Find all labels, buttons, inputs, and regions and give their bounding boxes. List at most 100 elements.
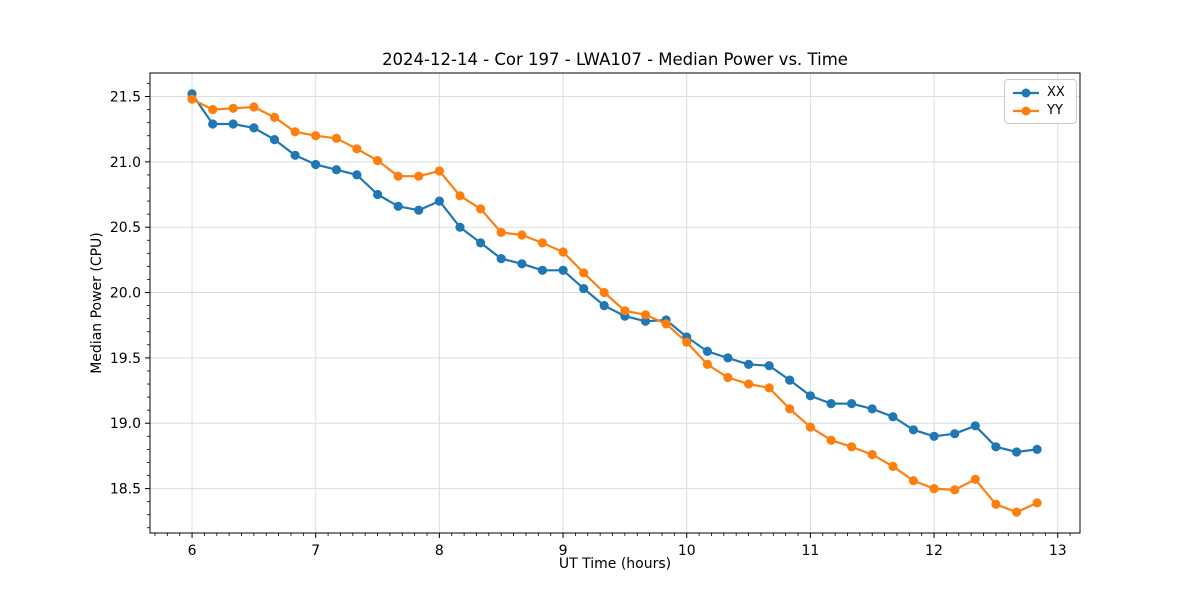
series-yy-marker <box>744 379 754 389</box>
series-yy-marker <box>455 191 465 201</box>
series-yy-marker <box>352 144 362 154</box>
series-xx-marker <box>599 301 609 311</box>
series-xx-marker <box>847 399 857 409</box>
series-yy-marker <box>414 171 424 181</box>
series-xx-marker <box>269 135 280 145</box>
series-xx-marker <box>579 284 589 294</box>
series-xx-marker <box>496 254 506 264</box>
y-tick-label: 18.5 <box>110 482 141 498</box>
x-axis-label: UT Time (hours) <box>558 556 672 572</box>
series-yy-marker <box>579 268 589 278</box>
series-yy-marker <box>805 422 816 432</box>
y-tick-label: 20.5 <box>110 220 141 236</box>
series-yy-marker <box>331 133 341 143</box>
series-yy-marker <box>970 474 980 484</box>
x-tick-label: 11 <box>801 543 819 559</box>
series-xx-line <box>191 93 1038 454</box>
series-yy-line <box>191 98 1038 514</box>
series-yy-marker <box>764 383 774 393</box>
x-tick-label: 8 <box>435 543 444 559</box>
series-xx-marker <box>805 391 816 401</box>
series-yy-marker <box>496 227 506 237</box>
series-yy-marker <box>434 166 444 176</box>
series-xx-marker <box>414 205 424 215</box>
series-xx-marker <box>950 429 960 439</box>
x-tick-label: 7 <box>311 543 320 559</box>
series-xx-marker <box>908 425 919 435</box>
series-yy-marker <box>208 105 218 115</box>
series-yy-marker <box>888 461 898 471</box>
series-xx-marker <box>1032 444 1042 454</box>
legend: XX YY <box>1004 79 1077 124</box>
series-yy-marker <box>517 230 527 240</box>
series-xx-marker <box>785 375 795 385</box>
series-xx-marker <box>640 316 651 326</box>
y-tick-label: 21.0 <box>110 155 141 171</box>
series-xx-marker <box>517 259 527 269</box>
series-xx-marker <box>331 165 341 175</box>
series-yy-marker <box>723 372 733 383</box>
series-yy-marker <box>826 435 836 445</box>
x-tick-label: 10 <box>678 543 696 559</box>
series-xx-marker <box>455 222 465 232</box>
series-xx-marker <box>558 265 568 275</box>
series-xx-marker <box>702 346 713 356</box>
series-yy-marker <box>269 112 280 122</box>
series-xx-marker <box>1012 447 1022 457</box>
series-xx-marker <box>723 353 733 363</box>
series-yy-marker <box>187 94 197 104</box>
series-yy-marker <box>537 238 548 248</box>
series-xx-marker <box>373 189 383 200</box>
series-yy-marker <box>290 127 300 137</box>
series-yy-marker <box>311 131 321 141</box>
legend-item-yy: YY <box>1012 103 1070 118</box>
series-xx-marker <box>311 159 321 170</box>
series-xx-marker <box>352 170 362 180</box>
series-yy-marker <box>847 442 857 452</box>
series-xx-marker <box>208 119 218 129</box>
series-xx-marker <box>228 119 238 129</box>
legend-label-xx: XX <box>1047 85 1065 100</box>
series-xx-marker <box>826 399 836 409</box>
series-yy-marker <box>476 204 486 214</box>
x-tick-label: 9 <box>559 543 568 559</box>
x-tick-label: 13 <box>1049 543 1067 559</box>
legend-item-xx: XX <box>1012 85 1070 100</box>
series-yy-marker <box>929 484 939 494</box>
series-yy-marker <box>908 476 919 486</box>
series-yy-marker <box>950 485 960 495</box>
series-yy-marker <box>1032 498 1042 508</box>
series-yy-marker <box>867 450 877 460</box>
legend-swatch-yy-icon <box>1013 106 1039 115</box>
series-yy-marker <box>558 247 568 257</box>
series-xx-marker <box>476 238 486 248</box>
series-xx-marker <box>764 361 774 371</box>
y-tick-label: 19.0 <box>110 416 141 432</box>
y-tick-label: 19.5 <box>110 351 141 367</box>
series-xx-marker <box>249 123 259 133</box>
series-yy-marker <box>640 310 651 320</box>
y-tick-label: 20.0 <box>110 286 141 302</box>
series-xx-marker <box>290 150 300 160</box>
legend-label-yy: YY <box>1047 103 1063 118</box>
series-yy-marker <box>620 306 630 316</box>
series-xx-marker <box>393 201 403 211</box>
series-xx-marker <box>970 421 980 431</box>
series-xx-marker <box>929 431 939 441</box>
series-yy-marker <box>661 319 671 329</box>
chart-title: 2024-12-14 - Cor 197 - LWA107 - Median P… <box>382 50 848 69</box>
series-yy-marker <box>249 102 259 112</box>
series-yy-marker <box>991 499 1001 509</box>
series-xx-marker <box>867 404 877 414</box>
legend-swatch-xx-icon <box>1013 88 1039 97</box>
x-tick-label: 6 <box>188 543 197 559</box>
series-yy-marker <box>228 103 238 113</box>
series-yy-marker <box>599 287 609 298</box>
series-yy-marker <box>702 359 713 369</box>
series-yy-marker <box>785 404 795 414</box>
series-yy-marker <box>1012 507 1022 517</box>
y-tick-label: 21.5 <box>110 90 141 106</box>
plot-area <box>149 72 1081 534</box>
